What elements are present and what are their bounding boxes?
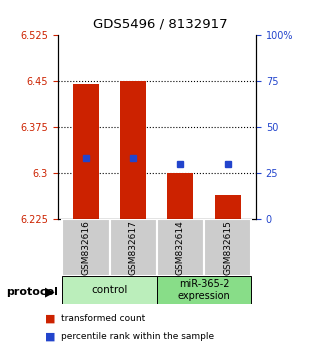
Text: ■: ■ xyxy=(45,331,55,341)
Bar xyxy=(73,85,99,219)
FancyBboxPatch shape xyxy=(157,276,251,304)
Text: transformed count: transformed count xyxy=(61,314,145,323)
Bar xyxy=(167,173,193,219)
FancyBboxPatch shape xyxy=(157,219,204,276)
Text: ■: ■ xyxy=(45,314,55,324)
Text: percentile rank within the sample: percentile rank within the sample xyxy=(61,332,214,341)
Text: miR-365-2
expression: miR-365-2 expression xyxy=(178,279,230,301)
FancyBboxPatch shape xyxy=(204,219,251,276)
Text: control: control xyxy=(92,285,128,295)
Text: GSM832615: GSM832615 xyxy=(223,220,232,275)
Text: GSM832616: GSM832616 xyxy=(82,220,91,275)
Text: GDS5496 / 8132917: GDS5496 / 8132917 xyxy=(93,18,227,31)
Text: ▶: ▶ xyxy=(45,286,54,298)
Bar xyxy=(120,81,146,219)
Text: GSM832617: GSM832617 xyxy=(129,220,138,275)
FancyBboxPatch shape xyxy=(62,276,157,304)
FancyBboxPatch shape xyxy=(62,219,109,276)
Text: protocol: protocol xyxy=(6,287,58,297)
Text: GSM832614: GSM832614 xyxy=(176,221,185,275)
Bar xyxy=(215,195,241,219)
FancyBboxPatch shape xyxy=(109,219,157,276)
